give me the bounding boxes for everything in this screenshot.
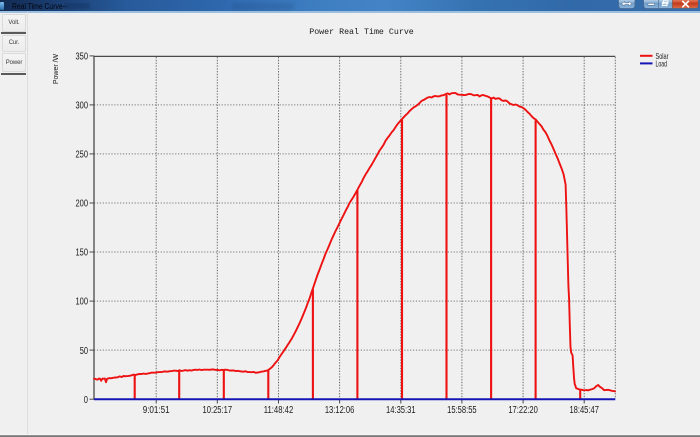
svg-text:250: 250 — [76, 150, 89, 161]
svg-text:50: 50 — [80, 346, 89, 357]
svg-text:Load: Load — [656, 58, 668, 68]
svg-text:150: 150 — [76, 248, 89, 259]
svg-text:10:25:17: 10:25:17 — [203, 405, 233, 416]
svg-text:17:22:20: 17:22:20 — [508, 405, 538, 416]
svg-text:11:48:42: 11:48:42 — [264, 405, 294, 416]
svg-text:14:35:31: 14:35:31 — [386, 405, 416, 416]
svg-text:350: 350 — [76, 52, 89, 63]
svg-text:300: 300 — [76, 101, 89, 112]
svg-text:Power Real Time Curve: Power Real Time Curve — [309, 27, 414, 37]
svg-text:0: 0 — [84, 395, 89, 406]
svg-text:100: 100 — [76, 297, 89, 308]
svg-text:15:58:55: 15:58:55 — [447, 405, 477, 416]
svg-text:200: 200 — [76, 199, 89, 210]
svg-text:Power /W: Power /W — [53, 53, 60, 84]
svg-text:18:45:47: 18:45:47 — [569, 405, 599, 416]
svg-text:9:01:51: 9:01:51 — [143, 405, 170, 416]
svg-text:Solar: Solar — [656, 51, 669, 61]
svg-text:13:12:06: 13:12:06 — [325, 405, 355, 416]
